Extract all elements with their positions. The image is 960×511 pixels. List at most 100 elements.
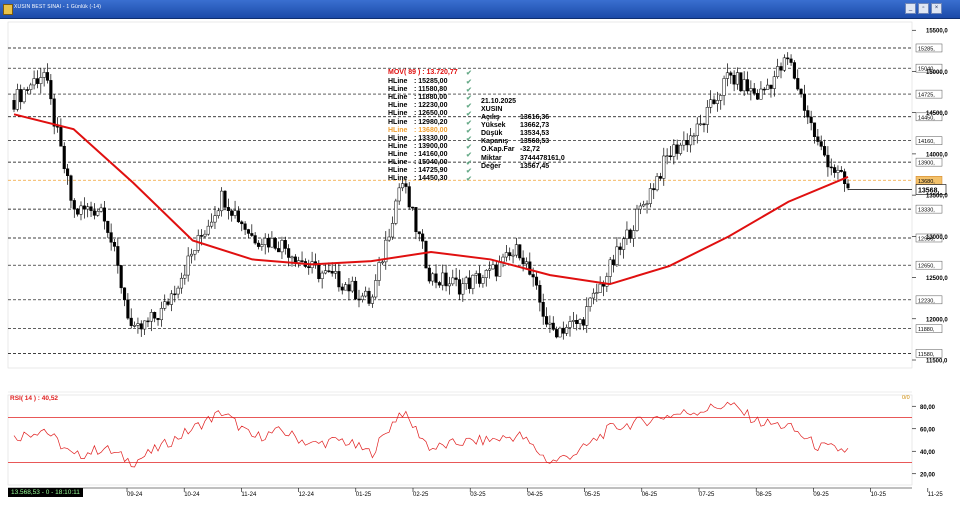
hline-tag-6: 13680, bbox=[918, 179, 935, 185]
candle-body bbox=[729, 72, 733, 76]
check-icon: ✔ bbox=[466, 143, 472, 151]
candle-body bbox=[240, 221, 244, 225]
candle-body bbox=[210, 221, 214, 227]
candle-body bbox=[32, 78, 36, 86]
candle-body bbox=[494, 264, 498, 277]
hline-tag-8: 12980, bbox=[918, 236, 935, 242]
candle-body bbox=[35, 78, 39, 84]
candle-body bbox=[99, 207, 103, 212]
hline-list-value: : 13900,00 bbox=[414, 142, 448, 150]
candle-body bbox=[394, 200, 398, 224]
candle-body bbox=[344, 284, 348, 291]
candle-body bbox=[82, 205, 86, 210]
candle-body bbox=[518, 244, 522, 259]
candle-body bbox=[668, 155, 673, 158]
candle-body bbox=[591, 292, 595, 299]
candle-body bbox=[745, 79, 750, 92]
hline-list-value: : 12980,20 bbox=[414, 118, 448, 126]
candle-body bbox=[193, 250, 197, 255]
candle-body bbox=[12, 100, 16, 110]
rsi-tick-label-3: 20,00 bbox=[920, 472, 936, 478]
check-icon: ✔ bbox=[466, 168, 472, 176]
candle-body bbox=[531, 274, 535, 278]
hline-list-label: HLine bbox=[388, 126, 408, 134]
candle-body bbox=[421, 233, 425, 242]
candle-body bbox=[655, 176, 659, 191]
candle-body bbox=[106, 220, 110, 233]
candle-body bbox=[226, 207, 230, 211]
candle-body bbox=[206, 225, 210, 235]
candle-body bbox=[742, 79, 746, 92]
candle-body bbox=[575, 320, 579, 324]
price-tick-label-1: 15000,0 bbox=[926, 70, 948, 76]
candle-body bbox=[695, 123, 699, 137]
info-key: Düşük bbox=[481, 130, 503, 138]
price-tick-label-8: 11500,0 bbox=[926, 359, 948, 365]
x-label-02-25: 02-25 bbox=[413, 492, 429, 498]
candle-body bbox=[397, 187, 401, 202]
candle-body bbox=[300, 260, 304, 262]
x-label-10-25: 10-25 bbox=[871, 492, 887, 498]
candle-body bbox=[551, 322, 555, 330]
rsi-tick-label-1: 60,00 bbox=[920, 427, 936, 433]
candle-body bbox=[464, 277, 468, 284]
candle-body bbox=[558, 327, 562, 338]
x-label-05-25: 05-25 bbox=[585, 492, 601, 498]
candle-body bbox=[256, 242, 261, 247]
candle-body bbox=[287, 248, 291, 258]
hline-list-value: : 11580,80 bbox=[414, 86, 448, 94]
hline-tag-7: 13330, bbox=[918, 208, 935, 214]
candle-body bbox=[561, 327, 565, 334]
hline-tag-box bbox=[915, 63, 943, 73]
candle-body bbox=[796, 78, 800, 90]
candle-body bbox=[427, 267, 431, 282]
candle-body bbox=[488, 268, 492, 271]
candle-body bbox=[437, 282, 441, 286]
close-button[interactable]: × bbox=[931, 3, 942, 14]
minimize-button[interactable]: _ bbox=[905, 3, 916, 14]
candle-body bbox=[749, 88, 753, 92]
candle-body bbox=[491, 264, 495, 270]
candle-body bbox=[454, 277, 458, 280]
candle-body bbox=[618, 246, 622, 250]
candle-body bbox=[444, 272, 448, 287]
candle-body bbox=[481, 277, 485, 284]
candle-body bbox=[149, 312, 153, 322]
candle-body bbox=[434, 273, 438, 283]
hline-tag-11: 11880, bbox=[918, 327, 935, 333]
candle-body bbox=[786, 57, 790, 60]
candle-body bbox=[417, 231, 421, 235]
price-tick-label-6: 12500,0 bbox=[926, 276, 948, 282]
candle-body bbox=[216, 210, 220, 216]
candle-body bbox=[568, 321, 572, 328]
hline-list-label: HLine bbox=[388, 142, 408, 150]
candle-body bbox=[230, 210, 234, 216]
candle-body bbox=[478, 273, 482, 284]
x-label-09-25: 09-25 bbox=[813, 492, 829, 498]
candle-body bbox=[45, 72, 50, 81]
candle-body bbox=[153, 312, 157, 319]
candle-body bbox=[715, 100, 719, 104]
candle-body bbox=[223, 190, 227, 208]
candle-body bbox=[762, 88, 766, 91]
candle-body bbox=[826, 154, 830, 168]
hline-tag-box bbox=[915, 324, 943, 333]
candle-body bbox=[156, 317, 160, 321]
candle-body bbox=[307, 266, 311, 268]
hline-tag-0: 15285, bbox=[918, 46, 935, 52]
info-key: Miktar bbox=[481, 154, 502, 162]
candle-body bbox=[25, 89, 29, 91]
candle-body bbox=[665, 155, 669, 158]
x-label-06-25: 06-25 bbox=[642, 492, 658, 498]
candle-body bbox=[374, 280, 378, 298]
candle-body bbox=[203, 233, 207, 237]
candle-body bbox=[689, 135, 693, 146]
candle-body bbox=[675, 144, 679, 154]
candle-body bbox=[424, 240, 428, 269]
restore-button[interactable]: ▫ bbox=[918, 3, 929, 14]
hline-list-value: : 15040,00 bbox=[414, 159, 448, 166]
candle-body bbox=[528, 261, 532, 275]
candle-body bbox=[806, 110, 810, 118]
candle-body bbox=[719, 95, 723, 101]
rsi-tick-label-2: 40,00 bbox=[920, 450, 936, 456]
